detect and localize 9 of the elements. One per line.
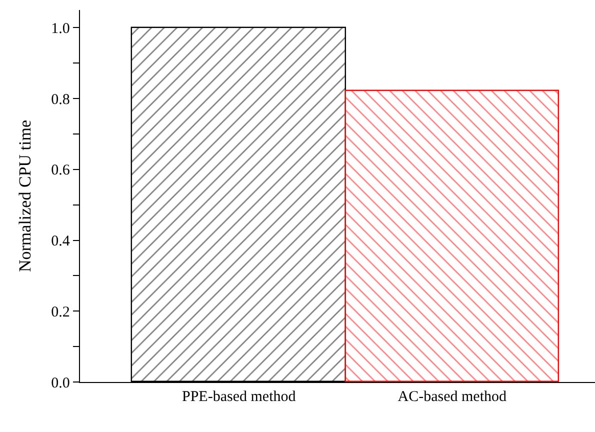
y-tick-label: 0.8 (51, 92, 70, 108)
y-tick-label: 0.2 (51, 304, 70, 320)
x-tick-label: PPE-based method (182, 389, 296, 406)
y-tick-label: 0.0 (51, 375, 70, 392)
x-tick-label: AC-based method (398, 389, 507, 406)
y-tick-label: 1.0 (51, 20, 70, 37)
y-axis-title: Normalized CPU time (16, 120, 35, 272)
y-tick-label: 0.4 (51, 234, 70, 250)
y-tick-label: 0.6 (51, 162, 70, 179)
